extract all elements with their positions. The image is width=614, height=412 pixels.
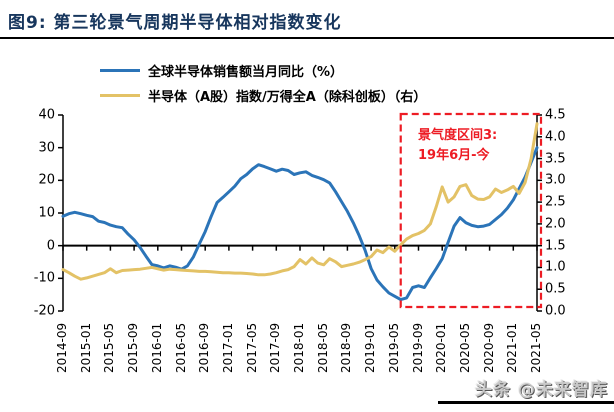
- x-axis-tick-label: 2018-01: [292, 322, 306, 373]
- right-axis-tick-label: 4.5: [545, 107, 566, 123]
- x-axis-tick-label: 2015-09: [126, 322, 141, 373]
- left-axis-tick-label: 10: [38, 205, 55, 221]
- right-axis-tick-label: 3.0: [545, 172, 566, 188]
- right-axis-tick-label: 0.0: [545, 303, 566, 319]
- legend-item-yellow-series: 半导体（A股）指数/万得全A（除科创板）（右）: [100, 83, 426, 108]
- legend-item-blue-series: 全球半导体销售额当月同比（%）: [100, 58, 426, 83]
- x-axis-tick-label: 2016-01: [149, 322, 164, 373]
- x-axis-tick-label: 2019-05: [386, 322, 401, 373]
- title-underline: [0, 37, 614, 39]
- x-axis-tick-label: 2017-09: [268, 322, 283, 373]
- x-axis-tick-label: 2021-05: [529, 322, 543, 373]
- watermark-underline: [438, 401, 614, 404]
- yellow-line-swatch: [100, 94, 140, 97]
- boom-interval-annotation: 景气度区间3: 19年6月-今: [418, 126, 543, 166]
- x-axis-tick-label: 2020-05: [457, 322, 472, 373]
- annotation-line-1: 景气度区间3:: [418, 128, 498, 143]
- annotation-line-2: 19年6月-今: [418, 148, 490, 164]
- left-axis-tick-label: 30: [38, 140, 55, 156]
- x-axis-tick-label: 2021-01: [505, 322, 520, 373]
- x-axis-tick-label: 2017-01: [220, 322, 235, 373]
- right-axis-tick-label: 1.5: [545, 238, 566, 254]
- left-axis-tick-label: 0: [46, 238, 55, 254]
- legend-label: 半导体（A股）指数/万得全A（除科创板）（右）: [148, 90, 427, 105]
- x-axis-tick-label: 2017-05: [244, 322, 259, 373]
- x-axis-tick-label: 2016-09: [197, 322, 212, 373]
- right-axis-tick-label: 1.0: [545, 259, 566, 275]
- left-axis-tick-label: -10: [33, 270, 55, 286]
- x-axis-tick-label: 2018-09: [339, 322, 354, 373]
- x-axis-tick-label: 2019-01: [363, 322, 378, 373]
- x-axis-tick-label: 2019-09: [410, 322, 425, 373]
- right-axis-tick-label: 2.0: [545, 216, 566, 232]
- x-axis-tick-label: 2016-05: [173, 322, 188, 373]
- x-axis-tick-label: 2020-09: [481, 322, 496, 373]
- x-axis-tick-label: 2018-05: [315, 322, 330, 373]
- blue-line-swatch: [100, 69, 140, 72]
- watermark-text: 头条 @未来智库: [475, 380, 608, 400]
- chart-legend: 全球半导体销售额当月同比（%） 半导体（A股）指数/万得全A（除科创板）（右）: [100, 58, 426, 108]
- right-axis-tick-label: 3.5: [545, 151, 566, 167]
- left-axis-tick-label: -20: [33, 303, 55, 319]
- figure-title: 图9: 第三轮景气周期半导体相对指数变化: [8, 13, 342, 33]
- legend-label: 全球半导体销售额当月同比（%）: [148, 65, 344, 80]
- right-axis-tick-label: 0.5: [545, 281, 566, 297]
- right-axis-tick-label: 2.5: [545, 194, 566, 210]
- right-axis-tick-label: 4.0: [545, 129, 566, 145]
- x-axis-tick-label: 2015-01: [78, 322, 93, 373]
- left-axis-tick-label: 40: [38, 107, 55, 123]
- x-axis-tick-label: 2014-09: [55, 322, 69, 373]
- left-axis-tick-label: 20: [38, 172, 55, 188]
- x-axis-tick-label: 2015-05: [102, 322, 117, 373]
- x-axis-tick-label: 2020-01: [434, 322, 449, 373]
